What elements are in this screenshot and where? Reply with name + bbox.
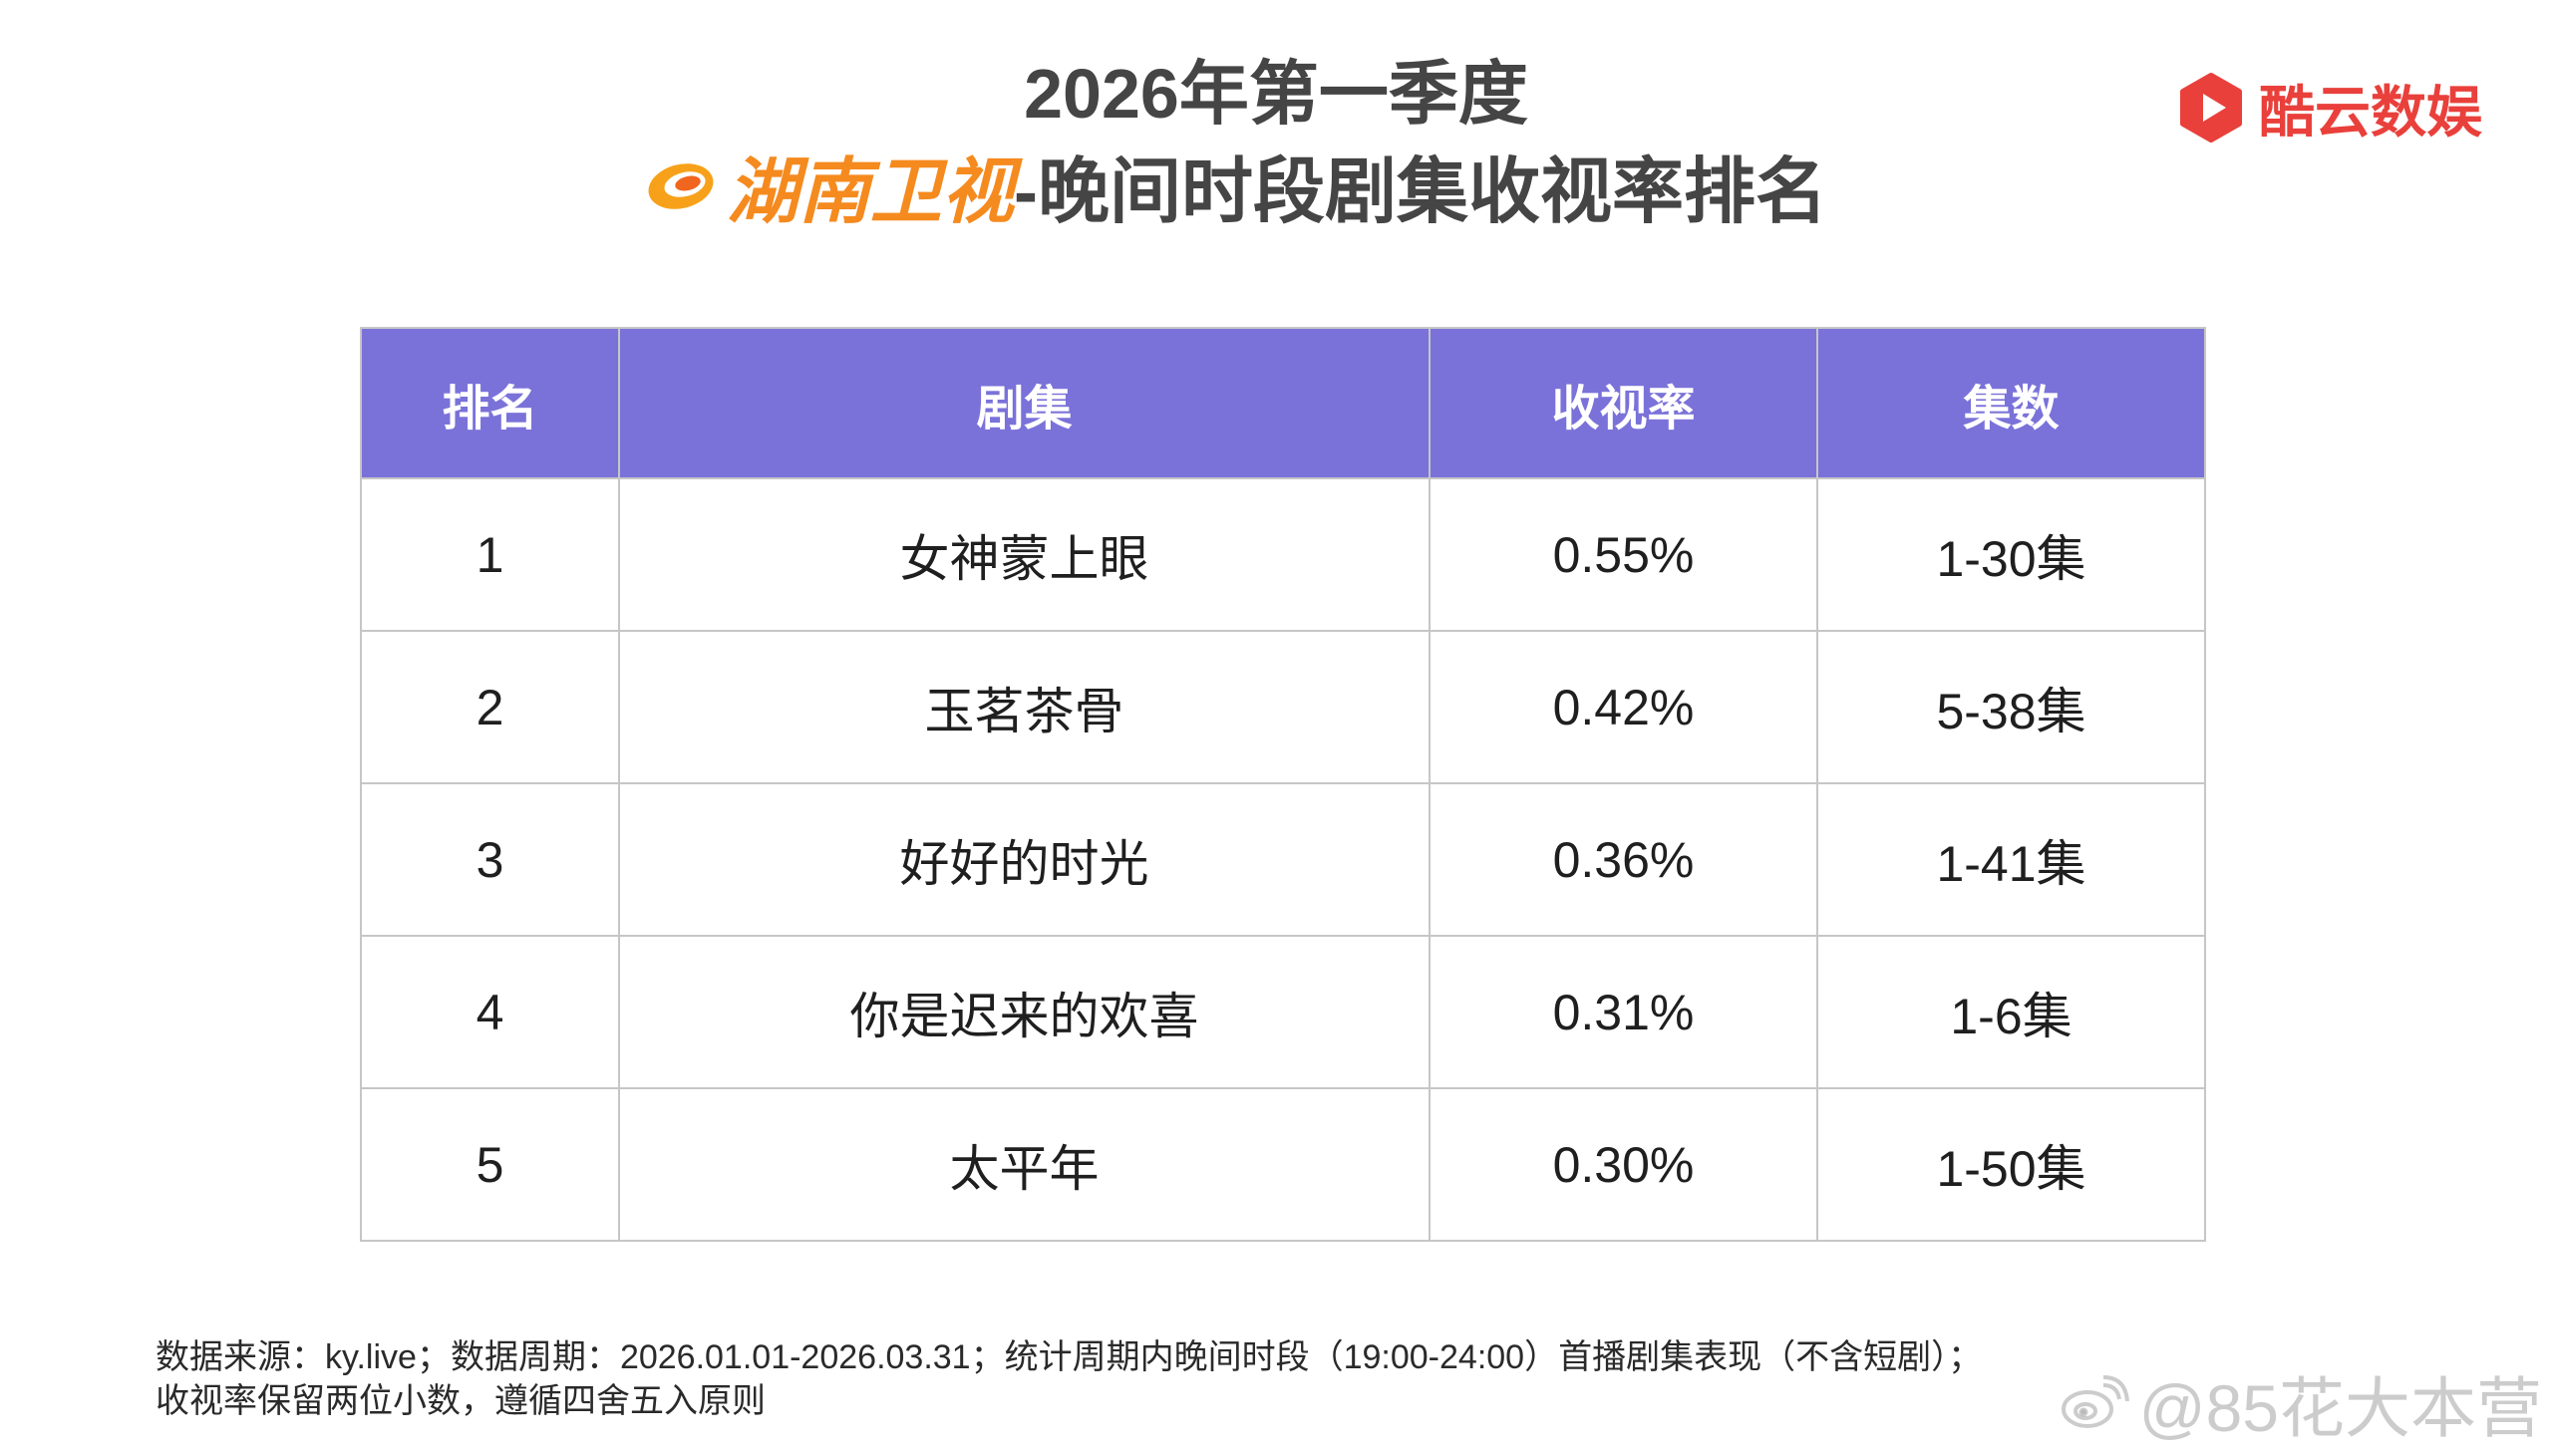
cell-rank: 4 bbox=[360, 935, 620, 1089]
column-header-rating: 收视率 bbox=[1429, 327, 1818, 479]
cell-series: 太平年 bbox=[618, 1087, 1431, 1242]
kuyun-hexagon-play-icon bbox=[2179, 72, 2243, 144]
table-row: 2 玉茗茶骨 0.42% 5-38集 bbox=[360, 630, 2206, 784]
table-row: 1 女神蒙上眼 0.55% 1-30集 bbox=[360, 477, 2206, 632]
channel-name: 湖南卫视 bbox=[727, 151, 1015, 232]
watermark-text: @85花大本营 bbox=[2138, 1371, 2542, 1445]
cell-rating: 0.36% bbox=[1429, 782, 1818, 937]
cell-episodes: 1-41集 bbox=[1816, 782, 2206, 937]
table-header-row: 排名 剧集 收视率 集数 bbox=[360, 327, 2206, 479]
ratings-table: 排名 剧集 收视率 集数 1 女神蒙上眼 0.55% 1-30集 2 玉茗茶骨 … bbox=[360, 327, 2206, 1242]
watermark: @85花大本营 bbox=[2058, 1367, 2542, 1445]
table-row: 3 好好的时光 0.36% 1-41集 bbox=[360, 782, 2206, 937]
brand-logo: 酷云数娱 bbox=[2179, 72, 2482, 144]
footer-source-line: 数据来源：ky.live；数据周期：2026.01.01-2026.03.31；… bbox=[156, 1338, 1983, 1376]
page-title: 湖南卫视 -晚间时段剧集收视率排名 bbox=[0, 142, 2472, 232]
cell-rank: 5 bbox=[360, 1087, 620, 1242]
cell-rank: 2 bbox=[360, 630, 620, 784]
cell-rating: 0.31% bbox=[1429, 935, 1818, 1089]
table-row: 4 你是迟来的欢喜 0.31% 1-6集 bbox=[360, 935, 2206, 1089]
cell-rating: 0.55% bbox=[1429, 477, 1818, 632]
weibo-icon bbox=[2058, 1373, 2129, 1433]
title-suffix: -晚间时段剧集收视率排名 bbox=[1014, 151, 1827, 232]
column-header-rank: 排名 bbox=[360, 327, 620, 479]
cell-series: 女神蒙上眼 bbox=[618, 477, 1431, 632]
cell-rank: 3 bbox=[360, 782, 620, 937]
page-title-period: 2026年第一季度 bbox=[1024, 55, 1528, 133]
brand-name: 酷云数娱 bbox=[2259, 80, 2482, 144]
cell-series: 你是迟来的欢喜 bbox=[618, 935, 1431, 1089]
cell-series: 好好的时光 bbox=[618, 782, 1431, 937]
hunan-tv-logo-icon bbox=[645, 155, 717, 213]
cell-rank: 1 bbox=[360, 477, 620, 632]
footer-rounding-line: 收视率保留两位小数，遵循四舍五入原则 bbox=[156, 1382, 766, 1420]
footer-notes: 数据来源：ky.live；数据周期：2026.01.01-2026.03.31；… bbox=[156, 1335, 1982, 1423]
cell-rating: 0.42% bbox=[1429, 630, 1818, 784]
cell-episodes: 1-50集 bbox=[1816, 1087, 2206, 1242]
cell-episodes: 5-38集 bbox=[1816, 630, 2206, 784]
column-header-episodes: 集数 bbox=[1816, 327, 2206, 479]
cell-series: 玉茗茶骨 bbox=[618, 630, 1431, 784]
table-row: 5 太平年 0.30% 1-50集 bbox=[360, 1087, 2206, 1242]
column-header-series: 剧集 bbox=[618, 327, 1431, 479]
cell-rating: 0.30% bbox=[1429, 1087, 1818, 1242]
cell-episodes: 1-30集 bbox=[1816, 477, 2206, 632]
cell-episodes: 1-6集 bbox=[1816, 935, 2206, 1089]
